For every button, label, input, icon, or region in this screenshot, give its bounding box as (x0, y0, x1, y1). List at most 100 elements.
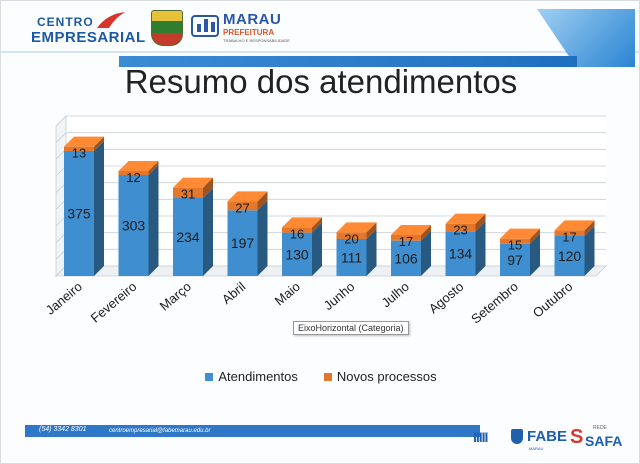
bar-atendimentos-side (203, 188, 213, 276)
bar-novos-processos (64, 146, 94, 151)
bar-novos-processos (227, 201, 258, 211)
legend-item-novos-processos: Novos processos (323, 369, 437, 384)
bar-novos-processos-side (584, 220, 595, 236)
bar-atendimentos (173, 198, 203, 276)
fabe-sub-text: MARAU (529, 446, 544, 451)
x-tick-label: Julho (378, 279, 411, 310)
bar-novos-processos-top (282, 217, 322, 228)
bar-novos-processos (391, 235, 421, 241)
data-label-atendimentos: 375 (67, 206, 91, 222)
brand-swoosh-icon (97, 12, 125, 28)
bar-novos-processos-side (312, 217, 322, 233)
fabe-shield-icon (511, 429, 523, 444)
bar-atendimentos (227, 210, 258, 276)
axis-tooltip: EixoHorizontal (Categoria) (293, 321, 409, 335)
municipal-crest-icon (151, 10, 183, 46)
bar-atendimentos-side (312, 222, 322, 276)
bar-novos-processos (118, 171, 149, 175)
bar-novos-processos-top (118, 161, 159, 171)
data-label-novos-processos: 15 (508, 238, 522, 253)
x-tick-label: Março (157, 279, 194, 314)
bar-atendimentos-side (257, 200, 268, 276)
x-tick-label: Setembro (468, 279, 521, 327)
footer-bar (25, 425, 480, 437)
footer-email: centroempresarial@fabemarau.edu.br (109, 428, 211, 434)
data-label-atendimentos: 134 (449, 246, 473, 262)
legend-swatch-novos-processos (323, 372, 332, 381)
bar-novos-processos (445, 223, 476, 232)
stacked-bar-chart: 375 13 Janeiro 303 12 Fevereiro 234 31 Março 197 2… (43, 115, 607, 327)
safa-logo-text: SAFA (585, 433, 623, 449)
x-tick-label: Abril (219, 279, 249, 307)
footer-pipes: IIIII (473, 429, 488, 445)
bar-novos-processos-side (203, 177, 213, 198)
bar-novos-processos-side (530, 228, 540, 244)
bar-novos-processos-top (500, 228, 540, 239)
bar-novos-processos-top (336, 222, 377, 233)
bar-atendimentos-side (530, 233, 540, 276)
marau-tagline: TRABALHO E RESPONSABILIDADE (223, 38, 290, 43)
data-label-atendimentos: 303 (122, 218, 146, 234)
x-tick-label: Maio (272, 279, 303, 309)
data-label-atendimentos: 111 (341, 250, 362, 266)
bar-atendimentos-side (148, 165, 159, 276)
bar-atendimentos (336, 239, 367, 276)
x-tick-label: Outubro (530, 279, 576, 321)
data-label-novos-processos: 12 (126, 170, 140, 185)
bar-atendimentos (391, 240, 421, 276)
slide-title: Resumo dos atendimentos (124, 63, 518, 100)
legend-swatch-atendimentos (205, 372, 214, 381)
bar-atendimentos-side (94, 141, 104, 276)
footer-phone: (54) 3342 8301 (39, 426, 87, 433)
safa-s-icon: S (570, 426, 584, 448)
brand-line1: CENTRO (37, 15, 94, 29)
bar-novos-processos-side (475, 213, 486, 232)
data-label-novos-processos: 27 (235, 200, 249, 215)
bar-novos-processos-top (173, 177, 213, 188)
data-label-novos-processos: 13 (72, 146, 86, 161)
legend-label-novos-processos: Novos processos (336, 369, 437, 384)
brand-line2: EMPRESARIAL (31, 29, 146, 46)
bar-novos-processos-top (554, 220, 595, 231)
fabe-logo-text: FABE (527, 428, 568, 445)
bar-atendimentos-side (475, 221, 486, 276)
bar-atendimentos-side (366, 229, 377, 276)
header-bar (119, 56, 577, 67)
data-label-novos-processos: 17 (562, 229, 576, 244)
chart-legend: Atendimentos Novos processos (1, 369, 640, 384)
bar-novos-processos (554, 230, 585, 236)
bar-novos-processos-side (366, 222, 377, 239)
data-label-novos-processos: 20 (344, 231, 358, 246)
bar-novos-processos-side (421, 225, 431, 241)
bar-novos-processos (500, 238, 530, 244)
bar-atendimentos (445, 231, 476, 276)
data-label-atendimentos: 106 (394, 250, 418, 266)
data-label-atendimentos: 234 (176, 229, 200, 245)
bar-atendimentos (118, 175, 149, 276)
data-label-novos-processos: 16 (290, 226, 304, 241)
data-label-atendimentos: 130 (285, 246, 309, 262)
marau-subtitle: PREFEITURA (223, 28, 275, 37)
bar-atendimentos (554, 236, 585, 276)
bar-novos-processos (336, 232, 367, 239)
safa-rede-text: REDE (593, 425, 607, 431)
bar-novos-processos-top (64, 136, 104, 147)
data-label-novos-processos: 17 (399, 234, 413, 249)
bar-atendimentos-side (421, 230, 431, 276)
bar-atendimentos (500, 243, 530, 276)
x-tick-label: Fevereiro (88, 279, 140, 326)
bar-novos-processos-side (148, 161, 159, 175)
x-tick-label: Janeiro (43, 279, 85, 318)
bar-atendimentos-side (584, 226, 595, 276)
legend-label-atendimentos: Atendimentos (218, 369, 298, 384)
bar-atendimentos (64, 151, 94, 276)
x-tick-label: Junho (321, 279, 358, 313)
legend-item-atendimentos: Atendimentos (205, 369, 298, 384)
bar-atendimentos (282, 232, 312, 276)
data-label-novos-processos: 23 (453, 223, 467, 238)
x-tick-label: Agosto (426, 279, 467, 317)
centro-empresarial-logo: CENTRO EMPRESARIAL (31, 7, 145, 49)
data-label-atendimentos: 120 (558, 248, 582, 264)
bar-novos-processos-top (391, 225, 431, 235)
